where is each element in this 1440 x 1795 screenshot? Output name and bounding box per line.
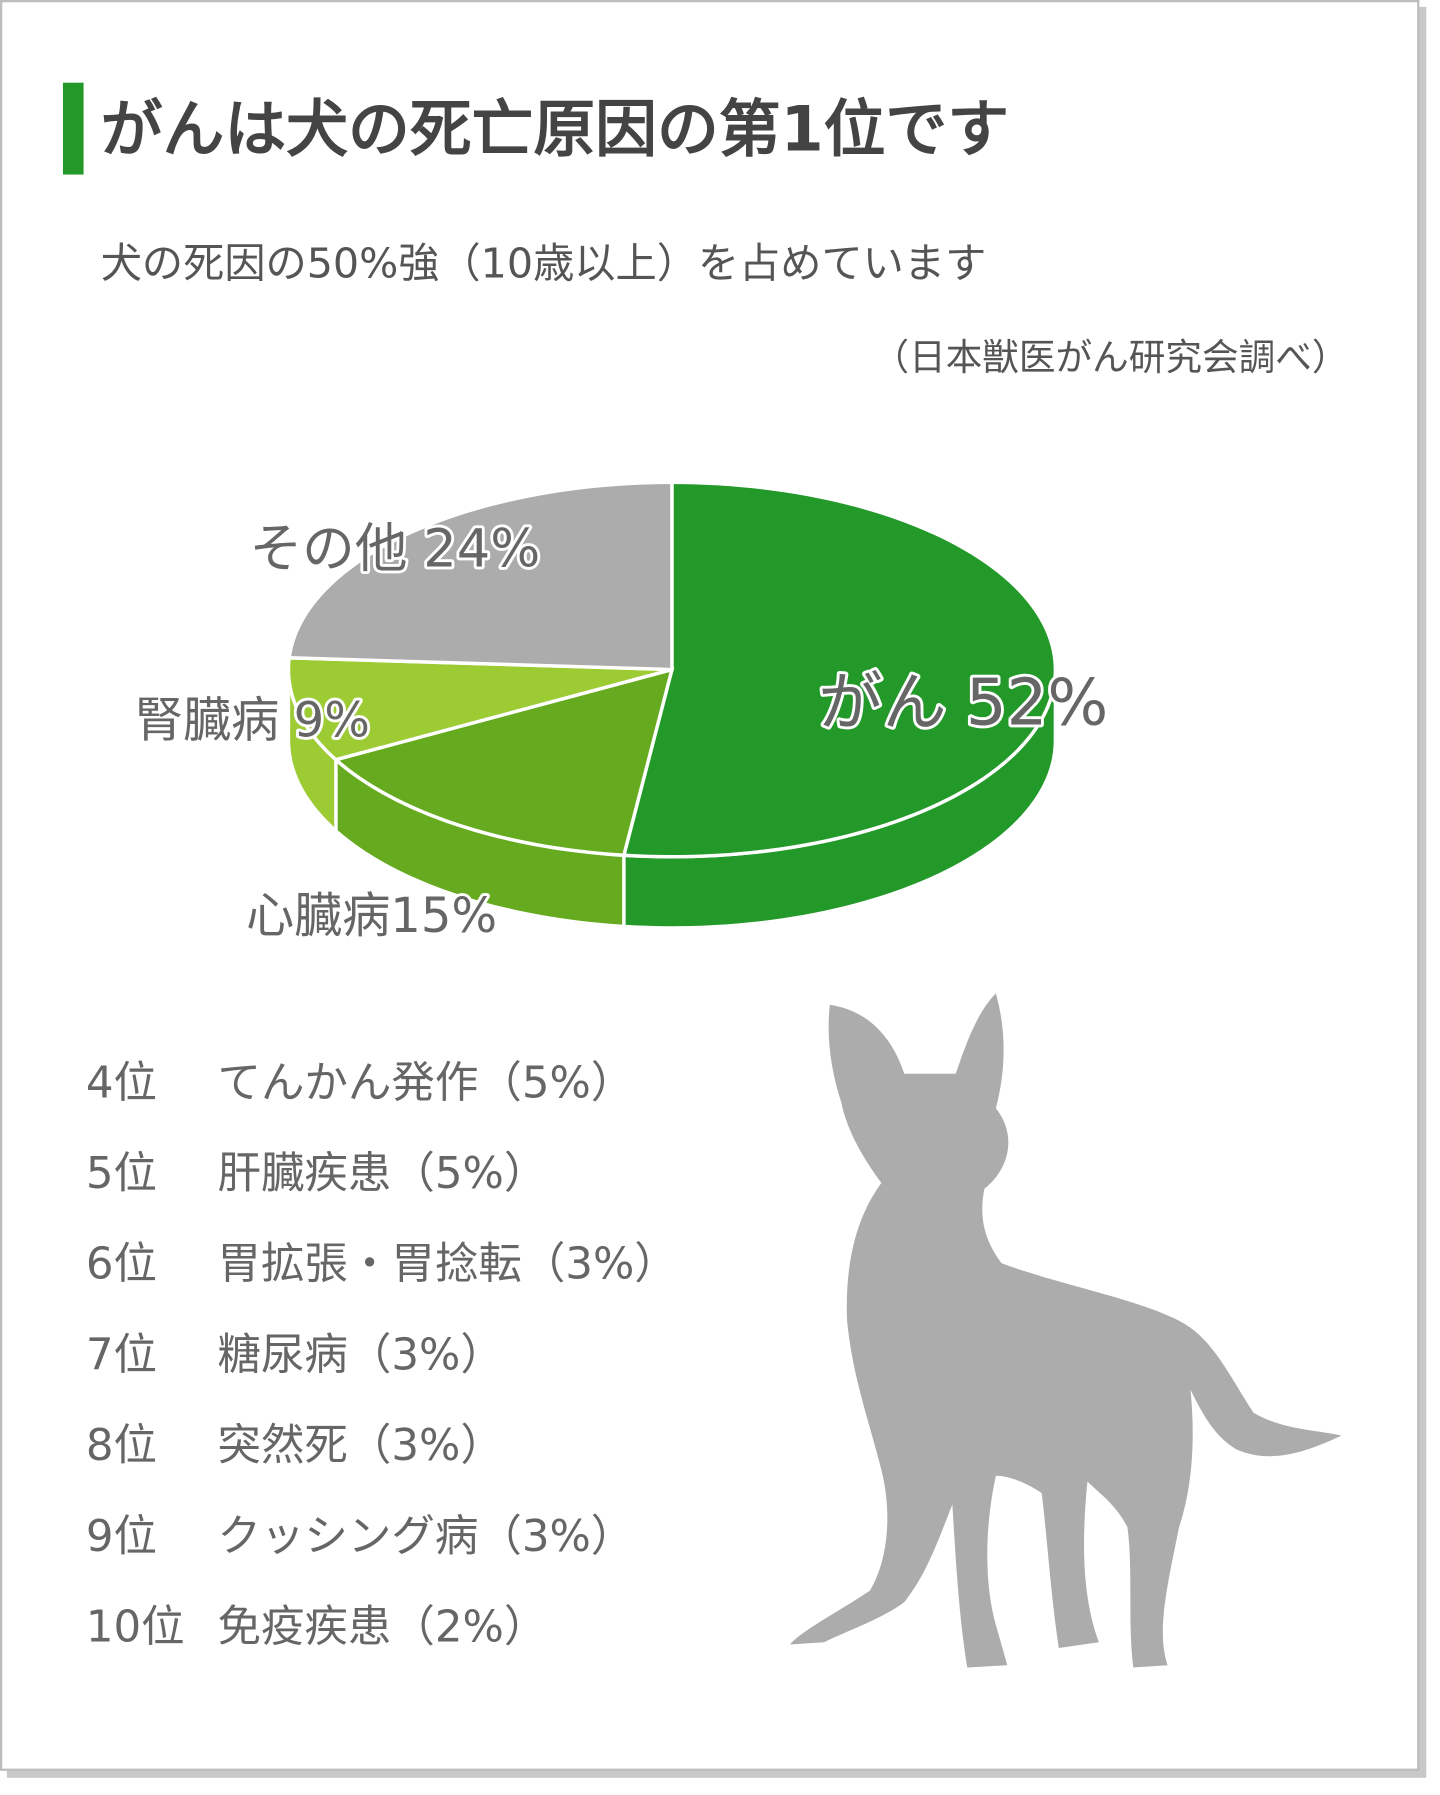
rank-number: 6位 <box>86 1240 157 1290</box>
slice <box>332 667 675 858</box>
slice <box>286 656 673 762</box>
rank-cause: 糖尿病（3%） <box>217 1330 503 1380</box>
rank-number: 5位 <box>86 1149 157 1199</box>
category-label: 心臓病 <box>246 888 390 944</box>
category-label: がん <box>818 665 946 740</box>
rank-number: 4位 <box>86 1058 157 1108</box>
rank-number: 9位 <box>86 1512 157 1562</box>
value-label: 15% <box>390 888 497 944</box>
rank-cause: てんかん発作（5%） <box>217 1058 634 1108</box>
ranking-list: 4位 てんかん発作（5%） 5位 肝臓疾患（5%） 6位 胃拡張・胃捻転（3%） 7位 糖尿病… <box>86 1058 678 1652</box>
dog-silhouette <box>789 993 1342 1668</box>
slice-label: その他 24% <box>250 518 541 579</box>
rank-cause: 肝臓疾患（5%） <box>217 1149 547 1199</box>
rank-cause: クッシング病（3%） <box>217 1512 634 1562</box>
subtitle: 犬の死因の50%強（10歳以上）を占めています <box>101 239 987 287</box>
rank-number: 7位 <box>86 1330 157 1380</box>
source: （日本獣医がん研究会調べ） <box>872 336 1348 379</box>
pie: がん 52% 心臓病15% 腎臓病 9% その他 24% <box>132 480 1111 947</box>
value-label: 9% <box>294 692 370 748</box>
title-marker <box>62 82 84 175</box>
rank-number: 8位 <box>86 1421 157 1471</box>
slice <box>287 480 674 672</box>
slice <box>621 480 1058 859</box>
rank-number: 10位 <box>86 1603 185 1653</box>
rank-cause: 胃拡張・胃捻転（3%） <box>217 1240 677 1290</box>
title: がんは犬の死亡原因の第1位です <box>101 93 1009 165</box>
value-label: 52% <box>966 665 1108 740</box>
slice-label: 腎臓病 9% <box>135 692 370 748</box>
value-label: 24% <box>423 518 540 579</box>
rank-cause: 免疫疾患（2%） <box>217 1603 547 1653</box>
rank-cause: 突然死（3%） <box>217 1421 503 1471</box>
slice-label: 心臓病15% <box>246 888 497 944</box>
category-label: 腎臓病 <box>135 692 279 748</box>
category-label: その他 <box>250 518 408 579</box>
slice-label: がん 52% <box>818 665 1108 740</box>
